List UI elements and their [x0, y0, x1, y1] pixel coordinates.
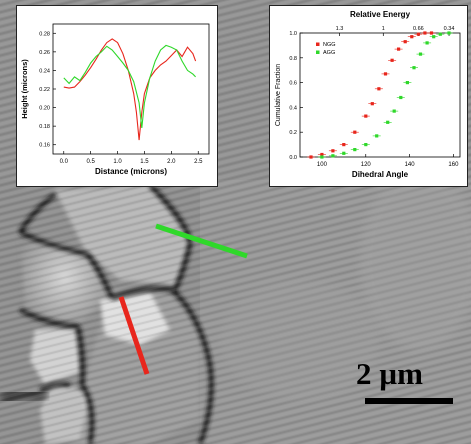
series-line-1: [63, 44, 196, 129]
x-tick-label: 140: [405, 162, 416, 168]
top-tick-label: 1: [382, 26, 385, 32]
y-tick-label: 0.22: [39, 87, 50, 93]
y-tick-label: 0.16: [39, 143, 50, 149]
y-axis-label: Height (microns): [20, 59, 29, 119]
plot-frame: [52, 23, 210, 155]
y-tick-label: 0.6: [289, 81, 297, 87]
plot-frame: [299, 32, 461, 158]
agg-profile-line: [155, 223, 248, 259]
x-tick-label: 2.5: [194, 159, 203, 165]
top-tick-label: 0.34: [444, 26, 455, 32]
x-tick-label: 100: [317, 162, 328, 168]
legend-label: NGG: [323, 42, 336, 48]
x-tick-label: 120: [361, 162, 372, 168]
y-tick-label: 0.20: [39, 106, 50, 112]
y-axis-label: Cumulative Fraction: [275, 64, 282, 126]
legend-marker: [316, 42, 320, 46]
x-axis-label: Distance (microns): [95, 167, 167, 176]
y-tick-label: 0.8: [289, 56, 297, 62]
top-tick-label: 0.66: [413, 26, 424, 32]
x-tick-label: 1.5: [140, 159, 149, 165]
y-tick-label: 0.28: [39, 31, 50, 37]
y-tick-label: 0.0: [289, 155, 297, 161]
y-tick-label: 0.18: [39, 124, 50, 130]
y-tick-label: 0.26: [39, 50, 50, 56]
top-axis-label: Relative Energy: [350, 10, 411, 19]
x-tick-label: 0.0: [60, 159, 69, 165]
cumulative-fraction-chart: 100 120 140 160 0.0 0.2 0.4 0.6 0.8 1.0 Dihedral A…: [269, 5, 468, 187]
height-profile-chart: 0.0 0.5 1.0 1.5 2.0 2.5 0.16 0.18 0.20 0.22 0.24 0.…: [16, 5, 218, 187]
y-tick-label: 1.0: [289, 31, 297, 37]
scale-bar: [365, 398, 453, 404]
x-tick-label: 160: [448, 162, 459, 168]
top-tick-label: 1.3: [336, 26, 344, 32]
x-axis-label: Dihedral Angle: [352, 170, 409, 179]
x-tick-label: 2.0: [167, 159, 176, 165]
y-tick-label: 0.4: [289, 105, 297, 111]
y-tick-label: 0.24: [39, 68, 50, 74]
legend-label: AGG: [323, 50, 335, 56]
ngg-profile-line: [118, 296, 150, 375]
x-tick-label: 0.5: [86, 159, 95, 165]
series-line-0: [63, 38, 197, 141]
y-tick-label: 0.2: [289, 130, 297, 136]
legend-marker: [316, 50, 320, 54]
x-tick-label: 1.0: [113, 159, 122, 165]
scale-bar-label: 2 µm: [356, 356, 423, 391]
